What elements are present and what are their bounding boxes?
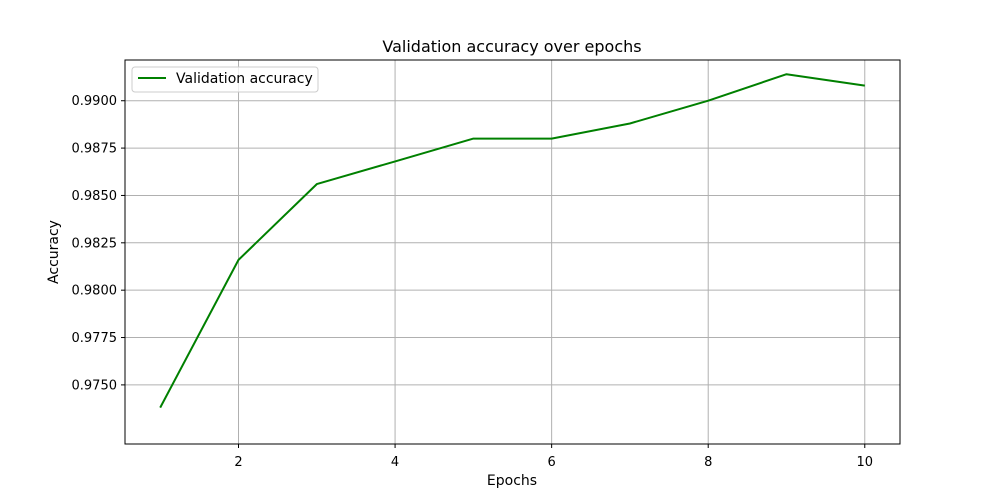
y-tick-label: 0.9875 xyxy=(72,142,118,157)
legend: Validation accuracy xyxy=(131,66,319,93)
y-axis-label: Accuracy xyxy=(46,220,62,284)
y-tick-label: 0.9775 xyxy=(72,331,118,346)
x-axis-label: Epochs xyxy=(487,473,537,489)
y-tick-label: 0.9900 xyxy=(72,94,118,109)
legend-box xyxy=(131,66,319,93)
y-tick-label: 0.9850 xyxy=(72,189,118,204)
legend-label: Validation accuracy xyxy=(176,71,313,87)
x-tick-label: 6 xyxy=(548,455,556,470)
y-tick-label: 0.9800 xyxy=(72,284,118,299)
x-axis-ticks: 2 4 6 8 10 xyxy=(234,444,873,470)
y-tick-label: 0.9825 xyxy=(72,236,118,251)
y-tick-label: 0.9750 xyxy=(72,378,118,393)
x-tick-label: 2 xyxy=(234,455,242,470)
series-layer xyxy=(159,73,865,409)
series-line xyxy=(159,73,865,409)
grid xyxy=(125,60,900,444)
plot-area-frame xyxy=(124,59,901,445)
x-tick-label: 10 xyxy=(856,455,873,470)
x-tick-label: 8 xyxy=(704,455,712,470)
x-tick-label: 4 xyxy=(391,455,399,470)
chart-title: Validation accuracy over epochs xyxy=(382,37,641,56)
y-axis-ticks: 0.9750 0.9775 0.9800 0.9825 0.9850 0.9875 0.99… xyxy=(72,94,125,393)
